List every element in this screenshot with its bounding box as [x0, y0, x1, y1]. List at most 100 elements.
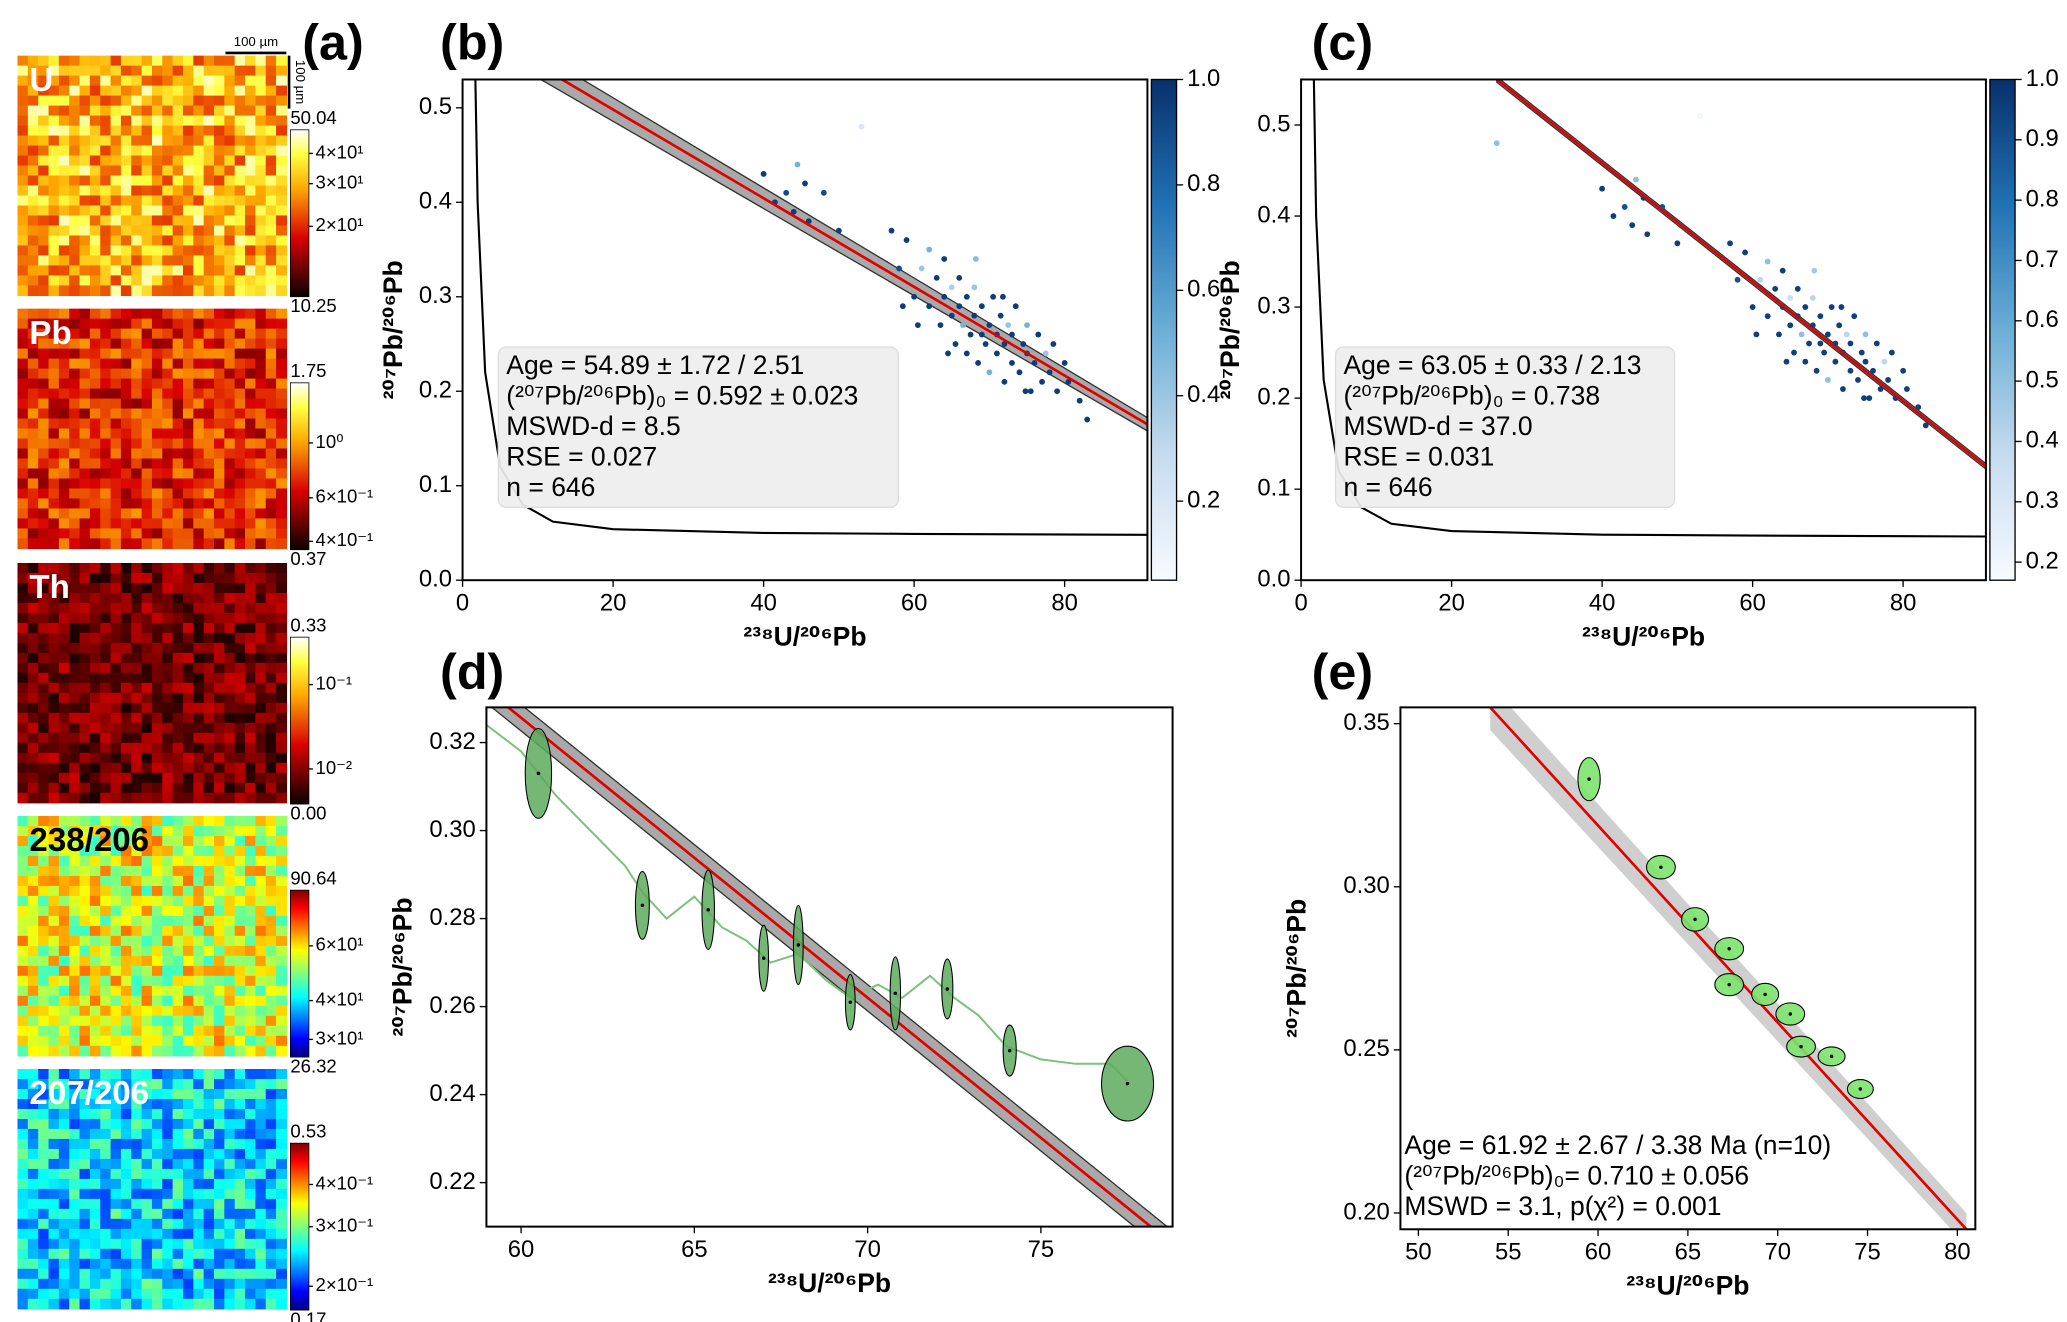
heatmap-cell [48, 935, 60, 947]
heatmap-cell [276, 1208, 288, 1220]
heatmap-cell [120, 225, 132, 237]
heatmap-cell [17, 845, 29, 857]
heatmap-cell [79, 1005, 91, 1017]
data-point [1832, 358, 1839, 365]
heatmap-cell [38, 538, 50, 550]
heatmap-cell [276, 1178, 288, 1190]
heatmap-cell [110, 632, 122, 644]
regression-line [1495, 79, 1986, 468]
heatmap-cell [141, 215, 153, 227]
heatmap-cell [131, 448, 143, 460]
heatmap-cell [234, 1208, 246, 1220]
heatmap-cell [182, 602, 194, 614]
heatmap-cell [69, 328, 81, 340]
heatmap-cell [276, 185, 288, 197]
heatmap-cell [234, 1288, 246, 1300]
heatmap-cell [27, 792, 39, 804]
heatmap-cell [245, 145, 257, 157]
heatmap-cell [203, 538, 215, 550]
heatmap-cell [245, 285, 257, 297]
heatmap-cell [255, 438, 267, 450]
heatmap-cell [245, 612, 257, 624]
heatmap-cell [182, 1005, 194, 1017]
heatmap-cell [265, 622, 277, 634]
heatmap-cell [224, 1078, 236, 1090]
heatmap-cell [131, 662, 143, 674]
heatmap-cell [110, 338, 122, 350]
heatmap-cell [172, 55, 184, 67]
heatmap-cell [245, 105, 257, 117]
heatmap-cell [276, 632, 288, 644]
heatmap-cell [224, 75, 236, 87]
heatmap-cell [203, 348, 215, 360]
heatmap-cell [58, 612, 70, 624]
heatmap-cell [193, 388, 205, 400]
heatmap-cell [79, 155, 91, 167]
heatmap-cell [120, 885, 132, 897]
heatmap-cell [100, 772, 112, 784]
heatmap-cell [69, 955, 81, 967]
heatmap-cell [255, 732, 267, 744]
heatmap-cell [182, 1138, 194, 1150]
heatmap-cell [141, 672, 153, 684]
heatmap-cell [162, 865, 174, 877]
heatmap-cell [224, 1298, 236, 1310]
heatmap-cell [172, 65, 184, 77]
heatmap-cell [48, 1238, 60, 1250]
heatmap-cell [224, 772, 236, 784]
heatmap-cell [255, 895, 267, 907]
heatmap-cell [38, 1015, 50, 1027]
heatmap-cell [234, 1188, 246, 1200]
heatmap-cell [79, 1025, 91, 1037]
y-tick-label: 0.2 [1257, 383, 1290, 410]
heatmap-cell [203, 125, 215, 137]
heatmap-cell [17, 265, 29, 277]
heatmap-cell [120, 308, 132, 320]
heatmap-cell [79, 582, 91, 594]
heatmap-cell [69, 815, 81, 827]
heatmap-cell [69, 1035, 81, 1047]
heatmap-cell [245, 1178, 257, 1190]
data-point [1005, 322, 1012, 329]
heatmap-cell [89, 925, 101, 937]
heatmap-cell [151, 95, 163, 107]
heatmap-cell [110, 875, 122, 887]
colorbar-tick-label: 0.7 [2026, 246, 2059, 273]
heatmap-cell [172, 448, 184, 460]
heatmap-cell [276, 205, 288, 217]
heatmap-cell [17, 215, 29, 227]
heatmap-cell [48, 428, 60, 440]
heatmap-cell [255, 1198, 267, 1210]
heatmap-cell [276, 692, 288, 704]
heatmap-cell [193, 1138, 205, 1150]
heatmap-cell [162, 945, 174, 957]
heatmap-cell [17, 398, 29, 410]
heatmap-cell [58, 815, 70, 827]
heatmap-cell [214, 825, 226, 837]
heatmap-cell [38, 418, 50, 430]
heatmap-cell [172, 508, 184, 520]
heatmap-cell [224, 498, 236, 510]
heatmap-cell [100, 408, 112, 420]
heatmap-cell [27, 875, 39, 887]
heatmap-cell [234, 1005, 246, 1017]
heatmap-cell [255, 692, 267, 704]
heatmap-cell [234, 592, 246, 604]
heatmap-cell [224, 815, 236, 827]
heatmap-cell [162, 1108, 174, 1120]
heatmap-cell [193, 95, 205, 107]
heatmap-cell [100, 955, 112, 967]
heatmap-cell [224, 712, 236, 724]
heatmap-cell [27, 328, 39, 340]
heatmap-cell [255, 1098, 267, 1110]
heatmap-cell [100, 632, 112, 644]
heatmap-cell [276, 642, 288, 654]
heatmap-cell [182, 478, 194, 490]
data-point [1847, 367, 1854, 374]
heatmap-cell [234, 85, 246, 97]
ellipse-center [1799, 1044, 1803, 1049]
heatmap-cell [224, 875, 236, 887]
heatmap-cell [214, 458, 226, 470]
heatmap-cell [27, 255, 39, 267]
heatmap-cell [141, 612, 153, 624]
